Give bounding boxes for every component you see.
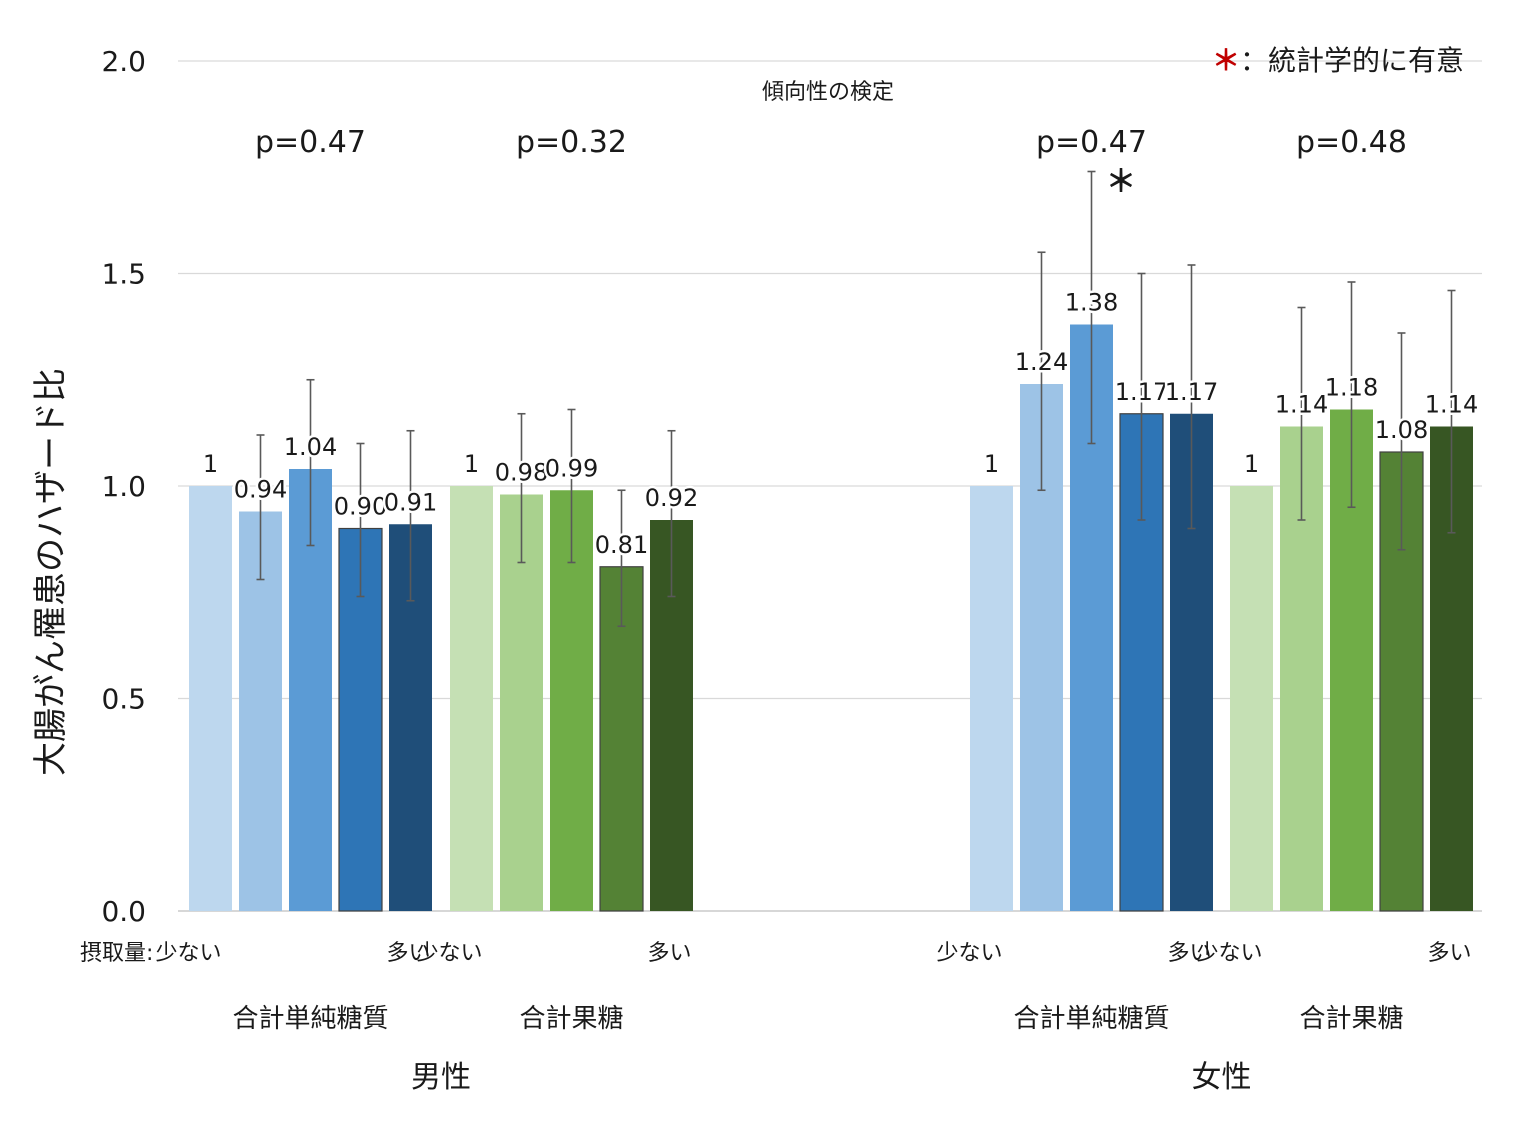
bar	[189, 486, 232, 911]
group-label: 合計単純糖質	[232, 1004, 388, 1034]
intake-high-label: 多い	[1427, 941, 1471, 966]
trend-test-label: 傾向性の検定	[762, 80, 894, 105]
data-label: 1.17	[1165, 378, 1218, 406]
intake-low-label: 少ない	[1196, 941, 1262, 966]
data-label: 1	[1244, 450, 1259, 478]
data-label: 1.18	[1325, 374, 1378, 402]
y-tick-label: 0.5	[101, 683, 146, 716]
data-label: 1	[984, 450, 999, 478]
legend-star-icon: ＊	[1212, 44, 1240, 77]
error-bars	[256, 170, 1456, 628]
data-label: 1.14	[1425, 391, 1478, 419]
data-label: 0.94	[234, 476, 287, 504]
y-axis-title: 大腸がん罹患のハザード比	[31, 368, 71, 776]
group-label: 合計果糖	[519, 1004, 623, 1034]
data-label: 0.98	[495, 459, 548, 487]
data-label: 0.90	[334, 493, 387, 521]
data-label: 1	[203, 450, 218, 478]
data-label: 1	[464, 450, 479, 478]
bar	[970, 486, 1013, 911]
p-value-label: p=0.32	[516, 125, 627, 160]
labels: 0.0 0.5 1.0 1.5 2.0 大腸がん罹患のハザード比 1 0.94 1.04 0.90…	[31, 44, 1481, 1095]
data-label: 1.04	[284, 433, 337, 461]
y-tick-label: 0.0	[101, 895, 146, 928]
p-value-label: p=0.47	[255, 125, 366, 160]
data-label: 1.38	[1065, 289, 1118, 317]
intake-high-label: 多い	[386, 941, 430, 966]
y-tick-label: 1.0	[101, 470, 146, 503]
data-label: 1.14	[1275, 391, 1328, 419]
bars	[189, 324, 1473, 912]
data-label: 1.08	[1375, 416, 1428, 444]
data-label: 1.24	[1015, 348, 1068, 376]
data-label: 0.92	[645, 484, 698, 512]
data-label: 1.17	[1115, 378, 1168, 406]
intake-prefix-label: 摂取量:	[80, 941, 153, 966]
significance-star: ＊	[1106, 165, 1136, 200]
group-label: 合計単純糖質	[1013, 1004, 1169, 1034]
intake-low-label: 少ない	[416, 941, 482, 966]
sex-label: 女性	[1192, 1060, 1252, 1095]
intake-high-label: 多い	[1167, 941, 1211, 966]
bar	[500, 494, 543, 911]
legend-text: ：統計学的に有意	[1240, 44, 1464, 77]
group-label: 合計果糖	[1299, 1004, 1403, 1034]
p-value-label: p=0.47	[1036, 125, 1147, 160]
data-label: 0.91	[384, 488, 437, 516]
p-value-label: p=0.48	[1296, 125, 1407, 160]
data-label: 0.81	[595, 531, 648, 559]
sex-label: 男性	[411, 1060, 471, 1095]
data-label: 0.99	[545, 454, 598, 482]
bar	[1230, 486, 1273, 911]
bar	[450, 486, 493, 911]
y-tick-label: 1.5	[101, 258, 146, 291]
intake-low-label: 少ない	[155, 941, 221, 966]
y-tick-label: 2.0	[101, 45, 146, 78]
significance-legend: ＊：統計学的に有意	[1212, 44, 1464, 77]
intake-low-label: 少ない	[936, 941, 1002, 966]
intake-high-label: 多い	[647, 941, 691, 966]
